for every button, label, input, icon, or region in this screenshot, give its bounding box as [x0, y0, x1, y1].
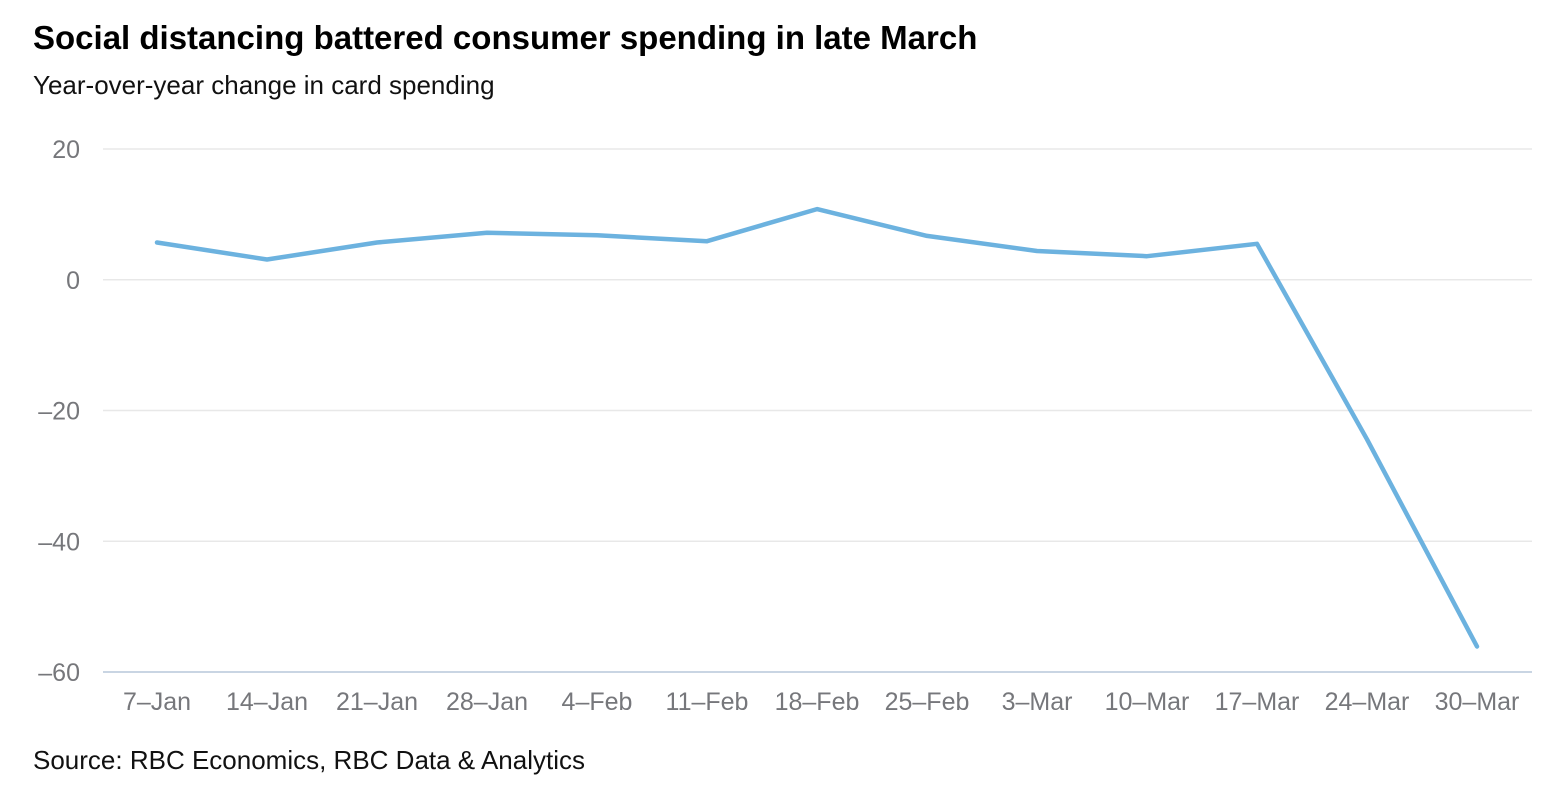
x-axis-tick-label: 30–Mar — [1435, 688, 1520, 716]
y-axis-tick-label: –40 — [38, 528, 80, 556]
x-axis-tick-label: 18–Feb — [775, 688, 860, 716]
x-axis-tick-label: 28–Jan — [446, 688, 528, 716]
x-axis-tick-label: 11–Feb — [666, 688, 749, 716]
y-axis-tick-label: 20 — [52, 136, 80, 164]
y-axis-tick-label: –60 — [38, 659, 80, 687]
y-axis-tick-label: 0 — [66, 267, 80, 295]
card-spending-series-line — [154, 206, 1480, 649]
x-axis-tick-label: 21–Jan — [336, 688, 418, 716]
chart-title: Social distancing battered consumer spen… — [33, 19, 978, 56]
x-axis-tick-label: 4–Feb — [562, 688, 633, 716]
x-axis-tick-label: 10–Mar — [1105, 688, 1190, 716]
x-axis-tick-label: 25–Feb — [885, 688, 970, 716]
source-note: Source: RBC Economics, RBC Data & Analyt… — [33, 745, 585, 775]
x-axis-tick-label: 3–Mar — [1002, 688, 1073, 716]
chart-subtitle: Year-over-year change in card spending — [33, 70, 495, 100]
x-axis-tick-label: 17–Mar — [1215, 688, 1300, 716]
x-axis-tick-label: 14–Jan — [226, 688, 308, 716]
x-axis-tick-label: 7–Jan — [123, 688, 191, 716]
x-axis-tick-label: 24–Mar — [1325, 688, 1410, 716]
y-axis-tick-label: –20 — [38, 398, 80, 426]
